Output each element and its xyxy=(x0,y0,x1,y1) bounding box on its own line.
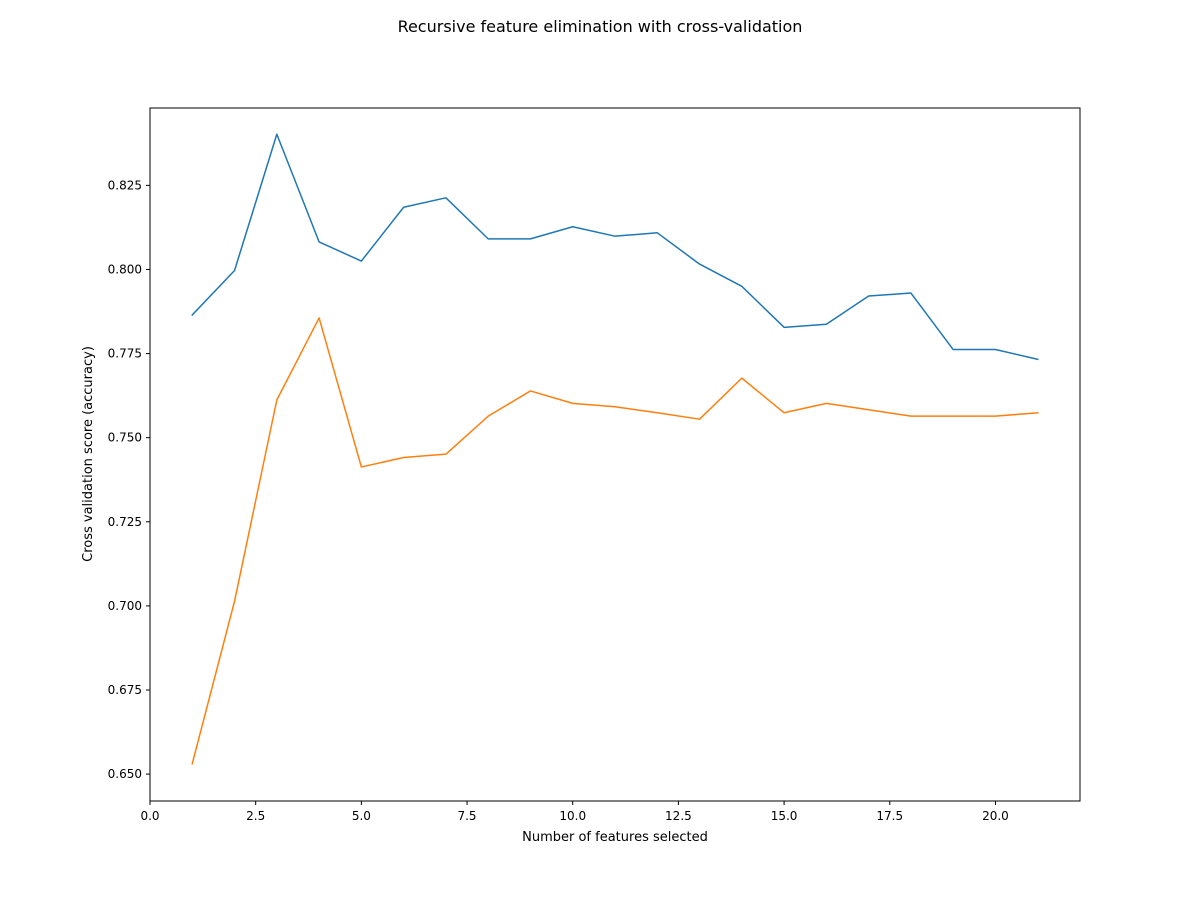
y-tick-label: 0.750 xyxy=(108,431,142,445)
y-tick-label: 0.800 xyxy=(108,262,142,276)
y-tick-label: 0.825 xyxy=(108,178,142,192)
x-axis-ticks: 0.0 2.5 5.0 7.5 10.0 12.5 15.0 17.5 20.0 xyxy=(140,801,1009,823)
y-tick-label: 0.650 xyxy=(108,767,142,781)
x-tick-label: 12.5 xyxy=(665,809,692,823)
chart-title: Recursive feature elimination with cross… xyxy=(398,17,803,36)
series-line-2 xyxy=(191,317,1039,765)
series-layer xyxy=(191,133,1039,765)
y-tick-label: 0.725 xyxy=(108,515,142,529)
x-tick-label: 5.0 xyxy=(352,809,371,823)
y-tick-label: 0.675 xyxy=(108,683,142,697)
x-tick-label: 7.5 xyxy=(457,809,476,823)
y-axis-ticks: 0.650 0.675 0.700 0.725 0.750 0.775 0.800 0.825 xyxy=(108,178,150,781)
x-tick-label: 0.0 xyxy=(140,809,159,823)
y-tick-label: 0.775 xyxy=(108,347,142,361)
y-tick-label: 0.700 xyxy=(108,599,142,613)
x-axis-label: Number of features selected xyxy=(522,830,708,845)
x-tick-label: 2.5 xyxy=(246,809,265,823)
plot-frame xyxy=(149,107,1081,802)
series-line-1 xyxy=(191,133,1039,361)
x-tick-label: 20.0 xyxy=(982,809,1009,823)
y-axis-label: Cross validation score (accuracy) xyxy=(81,346,96,562)
x-tick-label: 15.0 xyxy=(771,809,798,823)
x-tick-label: 10.0 xyxy=(559,809,586,823)
x-tick-label: 17.5 xyxy=(876,809,903,823)
